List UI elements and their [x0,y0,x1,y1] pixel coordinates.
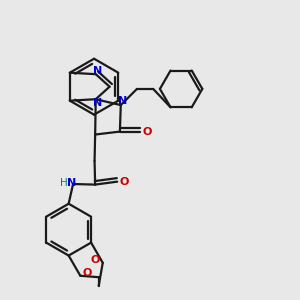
Text: O: O [142,127,152,136]
Text: O: O [91,255,100,265]
Text: N: N [67,178,76,188]
Text: O: O [83,268,92,278]
Text: O: O [119,177,128,187]
Text: H: H [60,178,68,188]
Text: N: N [118,96,127,106]
Text: N: N [93,98,102,108]
Text: N: N [93,66,102,76]
